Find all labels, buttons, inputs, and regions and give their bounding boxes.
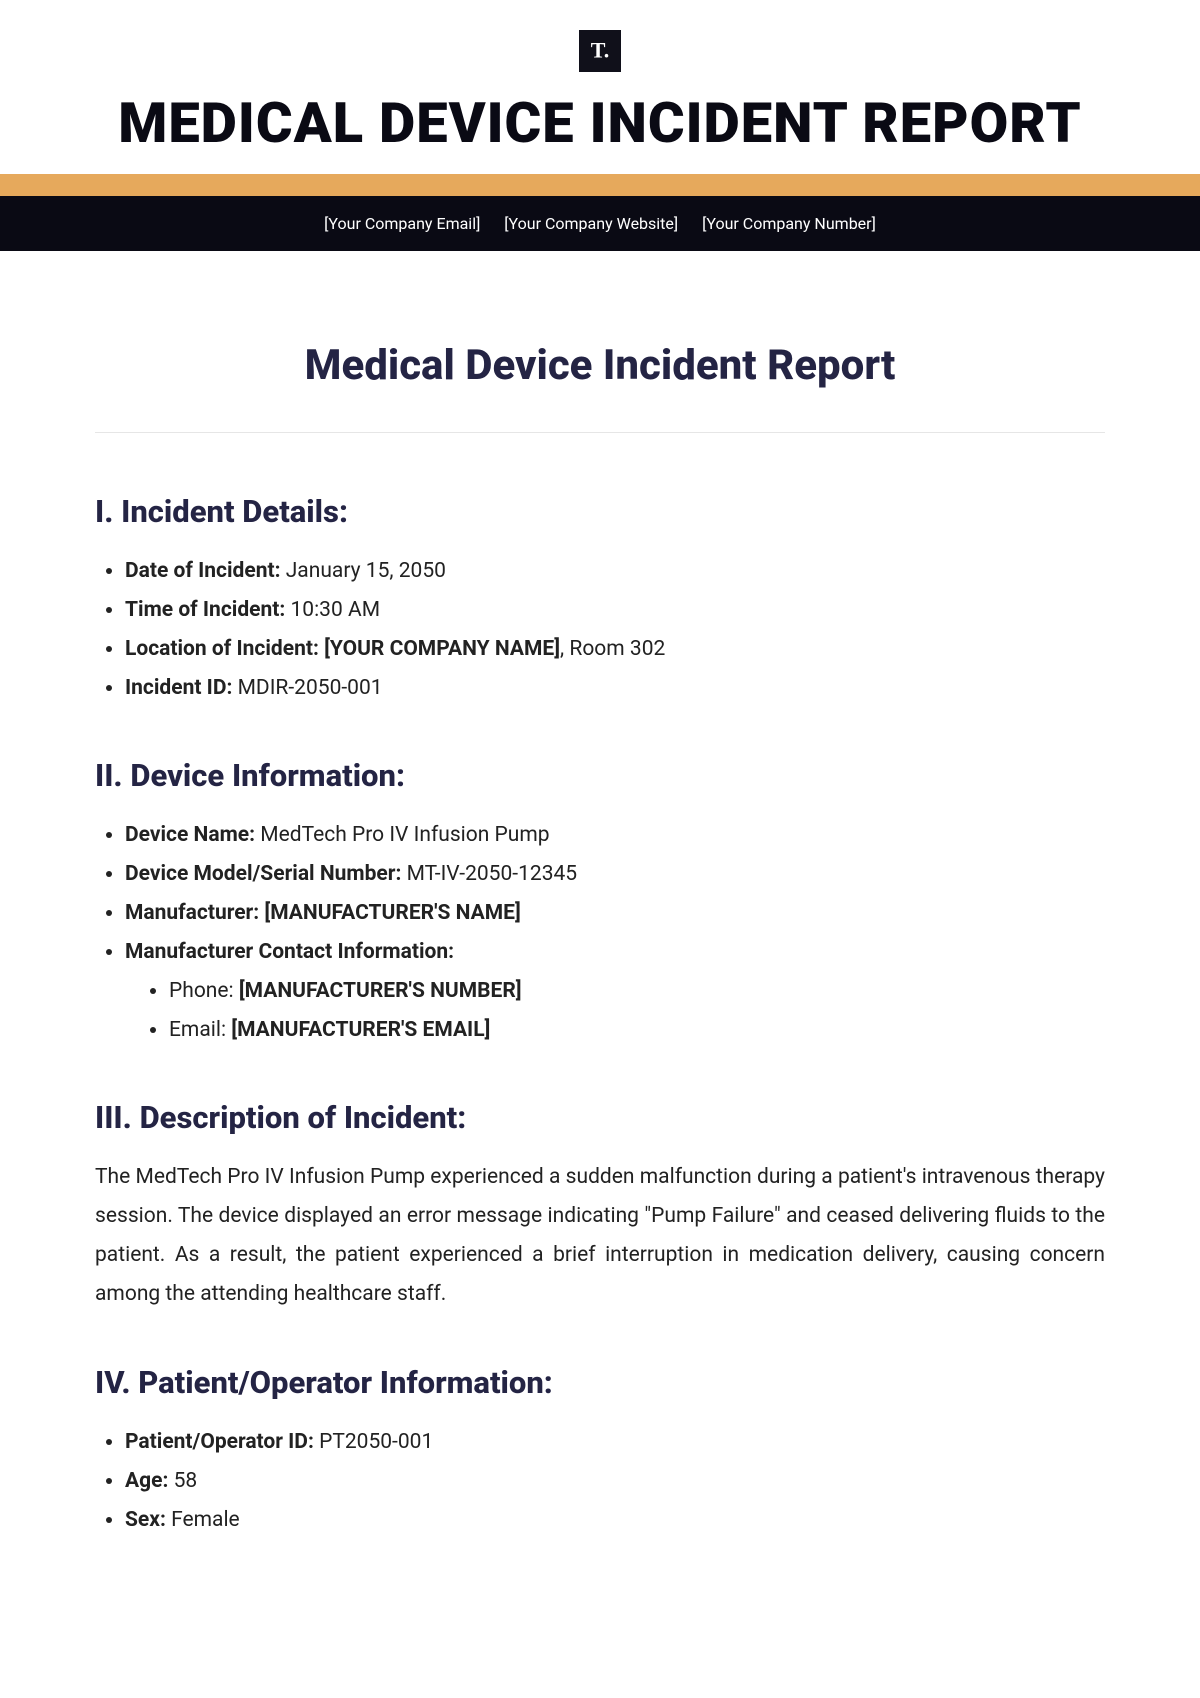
field-label: Time of Incident:: [125, 598, 285, 622]
list-item: Device Name: MedTech Pro IV Infusion Pum…: [125, 816, 1105, 855]
field-label: Email:: [169, 1018, 231, 1042]
list-item: Location of Incident: [YOUR COMPANY NAME…: [125, 630, 1105, 669]
field-label: Age:: [125, 1469, 168, 1493]
list-item: Incident ID: MDIR-2050-001: [125, 669, 1105, 708]
company-website: [Your Company Website]: [504, 214, 678, 233]
field-value: MedTech Pro IV Infusion Pump: [255, 823, 550, 847]
field-value: 58: [168, 1469, 197, 1493]
field-value: , Room 302: [560, 637, 665, 661]
field-value: Female: [166, 1508, 240, 1532]
section-1-heading: I. Incident Details:: [95, 493, 1105, 530]
company-number: [Your Company Number]: [702, 214, 876, 233]
field-label: Device Name:: [125, 823, 255, 847]
field-label: Phone:: [169, 979, 239, 1003]
list-item: Device Model/Serial Number: MT-IV-2050-1…: [125, 855, 1105, 894]
logo-icon: [579, 30, 621, 72]
section-3-heading: III. Description of Incident:: [95, 1099, 1105, 1136]
incident-description: The MedTech Pro IV Infusion Pump experie…: [95, 1158, 1105, 1313]
field-value: January 15, 2050: [281, 559, 446, 583]
list-item: Phone: [MANUFACTURER'S NUMBER]: [169, 972, 1105, 1011]
field-value: MDIR-2050-001: [232, 676, 382, 700]
list-item: Patient/Operator ID: PT2050-001: [125, 1423, 1105, 1462]
company-info-bar: [Your Company Email] [Your Company Websi…: [0, 196, 1200, 251]
field-label: Date of Incident:: [125, 559, 281, 583]
device-info-list: Device Name: MedTech Pro IV Infusion Pum…: [95, 816, 1105, 1049]
divider: [95, 432, 1105, 433]
field-label: Manufacturer: [MANUFACTURER'S NAME]: [125, 901, 521, 925]
field-label: Location of Incident: [YOUR COMPANY NAME…: [125, 637, 560, 661]
company-email: [Your Company Email]: [324, 214, 480, 233]
incident-details-list: Date of Incident: January 15, 2050 Time …: [95, 552, 1105, 707]
banner-header: MEDICAL DEVICE INCIDENT REPORT: [0, 0, 1200, 174]
field-label: Sex:: [125, 1508, 166, 1532]
field-label: Patient/Operator ID:: [125, 1430, 314, 1454]
list-item: Manufacturer: [MANUFACTURER'S NAME]: [125, 894, 1105, 933]
list-item: Email: [MANUFACTURER'S EMAIL]: [169, 1011, 1105, 1050]
list-item: Manufacturer Contact Information: Phone:…: [125, 933, 1105, 1050]
section-2-heading: II. Device Information:: [95, 757, 1105, 794]
document-body: Medical Device Incident Report I. Incide…: [0, 251, 1200, 1579]
list-item: Sex: Female: [125, 1501, 1105, 1540]
field-value: PT2050-001: [314, 1430, 433, 1454]
list-item: Date of Incident: January 15, 2050: [125, 552, 1105, 591]
section-4-heading: IV. Patient/Operator Information:: [95, 1364, 1105, 1401]
accent-bar: [0, 174, 1200, 196]
field-label: Manufacturer Contact Information:: [125, 940, 454, 964]
patient-info-list: Patient/Operator ID: PT2050-001 Age: 58 …: [95, 1423, 1105, 1540]
field-value: [MANUFACTURER'S NUMBER]: [239, 979, 522, 1003]
banner-title: MEDICAL DEVICE INCIDENT REPORT: [0, 90, 1200, 156]
list-item: Time of Incident: 10:30 AM: [125, 591, 1105, 630]
field-value: [MANUFACTURER'S EMAIL]: [231, 1018, 490, 1042]
list-item: Age: 58: [125, 1462, 1105, 1501]
field-value: MT-IV-2050-12345: [401, 862, 577, 886]
contact-sublist: Phone: [MANUFACTURER'S NUMBER] Email: [M…: [125, 972, 1105, 1050]
field-label: Incident ID:: [125, 676, 232, 700]
field-label: Device Model/Serial Number:: [125, 862, 401, 886]
page-title: Medical Device Incident Report: [95, 341, 1105, 390]
field-value: 10:30 AM: [285, 598, 380, 622]
